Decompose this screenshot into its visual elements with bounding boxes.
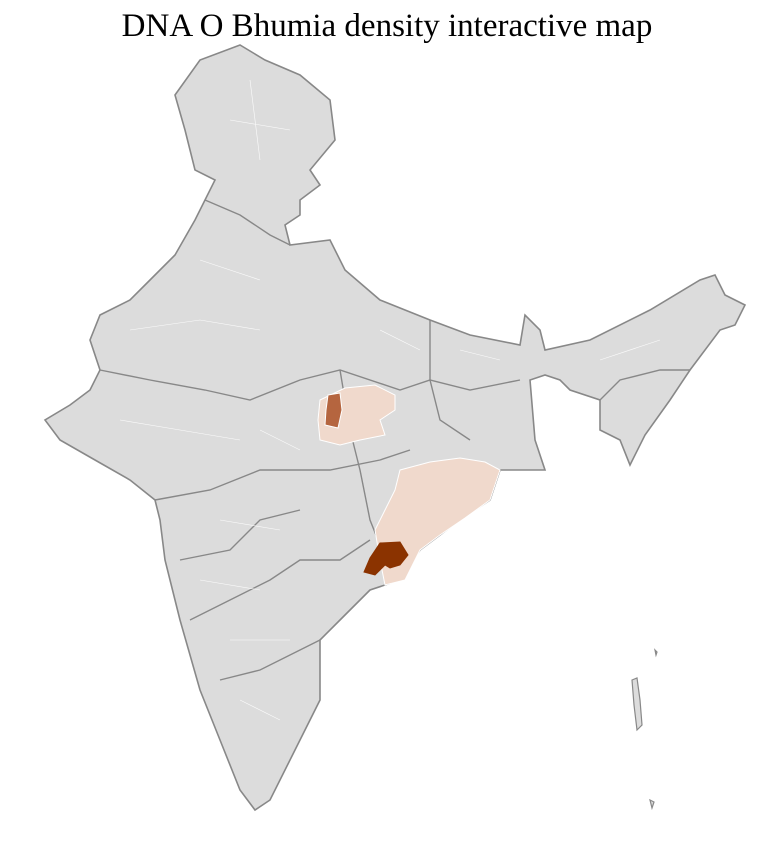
region-medium-density <box>324 392 343 429</box>
map-title: DNA O Bhumia density interactive map <box>121 8 653 44</box>
district-borders <box>119 79 661 721</box>
india-outline <box>43 44 747 812</box>
andaman-islands <box>631 648 658 811</box>
region-high-density <box>363 541 409 576</box>
